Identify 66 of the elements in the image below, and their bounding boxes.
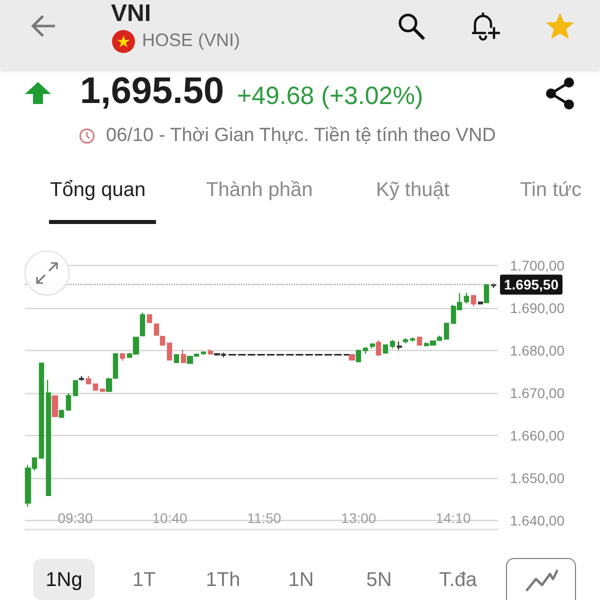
candlestick bbox=[382, 344, 388, 354]
candlestick bbox=[200, 350, 206, 356]
candlestick bbox=[356, 350, 362, 363]
candlestick bbox=[66, 392, 72, 411]
candlestick bbox=[410, 336, 416, 342]
x-tick-label: 13:00 bbox=[341, 510, 376, 526]
candlestick bbox=[160, 336, 166, 346]
y-tick-label: 1.690,00 bbox=[510, 300, 565, 316]
candlestick bbox=[396, 340, 402, 350]
candlestick bbox=[78, 375, 84, 382]
candlestick bbox=[46, 379, 52, 496]
candlestick bbox=[166, 342, 172, 360]
y-tick-label: 1.680,00 bbox=[510, 342, 565, 358]
text: 1T bbox=[132, 569, 156, 591]
candlestick bbox=[86, 375, 92, 384]
candlestick bbox=[444, 322, 450, 340]
y-tick-label: 1.650,00 bbox=[510, 470, 565, 486]
candlestick bbox=[112, 353, 118, 379]
x-tick-label: 09:30 bbox=[58, 510, 93, 526]
x-tick-label: 14:10 bbox=[436, 510, 471, 526]
text: 06/10 - Thời Gian Thực. Tiền tệ tính theo VND bbox=[106, 125, 496, 146]
candlestick bbox=[140, 312, 146, 336]
text: Tổng quan bbox=[50, 179, 146, 201]
candlestick bbox=[180, 349, 186, 364]
candlestick bbox=[416, 336, 422, 346]
text: 1N bbox=[288, 569, 314, 591]
y-tick-label: 1.670,00 bbox=[510, 385, 565, 401]
y-tick-label: 1.660,00 bbox=[510, 428, 565, 444]
chart-subtitle: HOSE (VNI) bbox=[142, 30, 240, 50]
candlestick bbox=[390, 339, 396, 349]
candlestick bbox=[146, 314, 152, 324]
candlestick bbox=[348, 354, 356, 360]
candlestick bbox=[376, 340, 382, 357]
candlestick bbox=[120, 353, 126, 362]
candlestick bbox=[208, 348, 214, 354]
candlestick bbox=[100, 388, 106, 392]
candlestick bbox=[52, 395, 58, 417]
candlestick bbox=[106, 377, 112, 392]
chart-title: VNI bbox=[111, 0, 152, 26]
candlestick bbox=[470, 295, 476, 307]
candlestick bbox=[154, 324, 160, 336]
text: Thành phần bbox=[206, 179, 313, 201]
text: +49.68 (+3.02%) bbox=[237, 82, 424, 110]
text: T.đa bbox=[439, 569, 477, 591]
ref-line-label: 1.695,50 bbox=[504, 276, 559, 293]
candlestick bbox=[484, 284, 490, 304]
x-tick-label: 11:50 bbox=[247, 510, 282, 526]
text: 5N bbox=[366, 569, 392, 591]
candlestick bbox=[58, 410, 64, 418]
candlestick bbox=[402, 338, 408, 344]
candlestick bbox=[478, 301, 484, 305]
candlestick bbox=[72, 380, 78, 396]
candlestick bbox=[370, 342, 376, 349]
candlestick bbox=[464, 292, 470, 304]
candlestick bbox=[362, 346, 368, 354]
text: Kỹ thuật bbox=[376, 179, 450, 201]
text: 1,695.50 bbox=[80, 70, 224, 111]
y-tick-label: 1.700,00 bbox=[510, 258, 565, 274]
y-tick-label: 1.640,00 bbox=[510, 512, 565, 528]
candlestick bbox=[92, 383, 98, 391]
candlestick bbox=[174, 354, 180, 364]
candlestick bbox=[38, 362, 44, 459]
text: 1Th bbox=[206, 569, 240, 591]
text: 1Ng bbox=[46, 569, 82, 591]
x-tick-label: 10:40 bbox=[152, 510, 188, 526]
text: Tin tức bbox=[520, 179, 582, 201]
